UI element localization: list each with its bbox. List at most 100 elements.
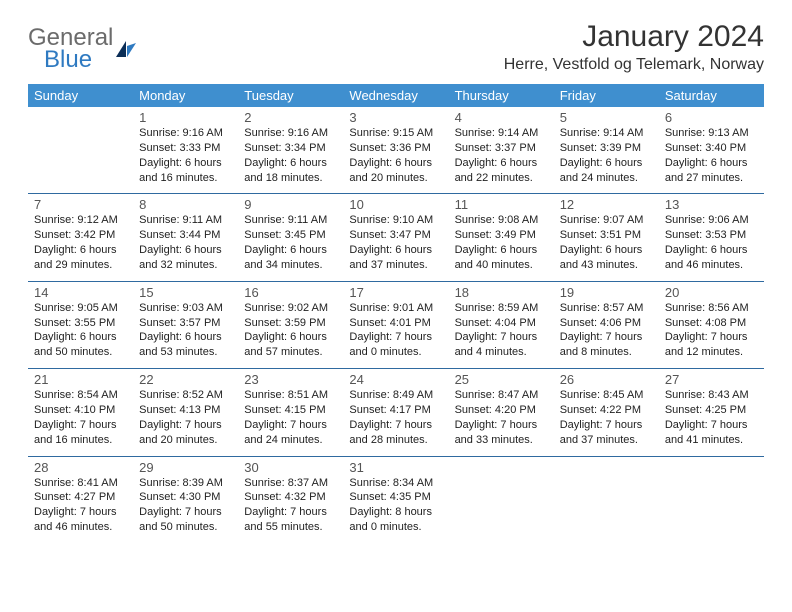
day-number: 25 [455, 372, 548, 387]
sunrise-line: Sunrise: 9:08 AM [455, 213, 548, 228]
daylight-line: Daylight: 7 hours and 50 minutes. [139, 505, 232, 535]
sunrise-line: Sunrise: 8:52 AM [139, 388, 232, 403]
calendar-cell [554, 456, 659, 543]
calendar-cell: 17Sunrise: 9:01 AMSunset: 4:01 PMDayligh… [343, 281, 448, 368]
calendar-cell: 9Sunrise: 9:11 AMSunset: 3:45 PMDaylight… [238, 194, 343, 281]
sunset-line: Sunset: 3:57 PM [139, 316, 232, 331]
day-number: 5 [560, 110, 653, 125]
day-number: 28 [34, 460, 127, 475]
daylight-line: Daylight: 8 hours and 0 minutes. [349, 505, 442, 535]
sunrise-line: Sunrise: 9:03 AM [139, 301, 232, 316]
daylight-line: Daylight: 7 hours and 20 minutes. [139, 418, 232, 448]
sunrise-line: Sunrise: 8:59 AM [455, 301, 548, 316]
calendar-week: 7Sunrise: 9:12 AMSunset: 3:42 PMDaylight… [28, 194, 764, 281]
col-wednesday: Wednesday [343, 84, 448, 107]
sunrise-line: Sunrise: 9:10 AM [349, 213, 442, 228]
daylight-line: Daylight: 6 hours and 46 minutes. [665, 243, 758, 273]
sunset-line: Sunset: 3:53 PM [665, 228, 758, 243]
calendar-cell: 31Sunrise: 8:34 AMSunset: 4:35 PMDayligh… [343, 456, 448, 543]
sunrise-line: Sunrise: 9:16 AM [244, 126, 337, 141]
sunrise-line: Sunrise: 9:16 AM [139, 126, 232, 141]
sunrise-line: Sunrise: 9:05 AM [34, 301, 127, 316]
sunrise-line: Sunrise: 9:13 AM [665, 126, 758, 141]
sunrise-line: Sunrise: 8:43 AM [665, 388, 758, 403]
col-monday: Monday [133, 84, 238, 107]
sunset-line: Sunset: 4:08 PM [665, 316, 758, 331]
sunrise-line: Sunrise: 9:07 AM [560, 213, 653, 228]
calendar-cell: 6Sunrise: 9:13 AMSunset: 3:40 PMDaylight… [659, 107, 764, 194]
header: General Blue January 2024 Herre, Vestfol… [28, 20, 764, 74]
calendar-cell: 26Sunrise: 8:45 AMSunset: 4:22 PMDayligh… [554, 369, 659, 456]
daylight-line: Daylight: 7 hours and 0 minutes. [349, 330, 442, 360]
col-sunday: Sunday [28, 84, 133, 107]
calendar-cell: 23Sunrise: 8:51 AMSunset: 4:15 PMDayligh… [238, 369, 343, 456]
day-number: 31 [349, 460, 442, 475]
day-number: 17 [349, 285, 442, 300]
calendar-table: Sunday Monday Tuesday Wednesday Thursday… [28, 84, 764, 543]
sunset-line: Sunset: 4:10 PM [34, 403, 127, 418]
sunset-line: Sunset: 3:42 PM [34, 228, 127, 243]
daylight-line: Daylight: 6 hours and 20 minutes. [349, 156, 442, 186]
daylight-line: Daylight: 7 hours and 55 minutes. [244, 505, 337, 535]
calendar-cell: 29Sunrise: 8:39 AMSunset: 4:30 PMDayligh… [133, 456, 238, 543]
sunset-line: Sunset: 3:40 PM [665, 141, 758, 156]
day-number: 3 [349, 110, 442, 125]
day-number: 13 [665, 197, 758, 212]
daylight-line: Daylight: 6 hours and 32 minutes. [139, 243, 232, 273]
sunrise-line: Sunrise: 9:01 AM [349, 301, 442, 316]
day-number: 12 [560, 197, 653, 212]
daylight-line: Daylight: 7 hours and 24 minutes. [244, 418, 337, 448]
brand-word2: Blue [44, 48, 113, 72]
daylight-line: Daylight: 6 hours and 24 minutes. [560, 156, 653, 186]
day-number: 7 [34, 197, 127, 212]
calendar-head: Sunday Monday Tuesday Wednesday Thursday… [28, 84, 764, 107]
sunrise-line: Sunrise: 8:49 AM [349, 388, 442, 403]
calendar-cell: 8Sunrise: 9:11 AMSunset: 3:44 PMDaylight… [133, 194, 238, 281]
brand-logo: General Blue [28, 26, 138, 72]
daylight-line: Daylight: 7 hours and 12 minutes. [665, 330, 758, 360]
sunrise-line: Sunrise: 9:02 AM [244, 301, 337, 316]
daylight-line: Daylight: 6 hours and 37 minutes. [349, 243, 442, 273]
sunrise-line: Sunrise: 8:56 AM [665, 301, 758, 316]
daylight-line: Daylight: 6 hours and 40 minutes. [455, 243, 548, 273]
calendar-week: 14Sunrise: 9:05 AMSunset: 3:55 PMDayligh… [28, 281, 764, 368]
daylight-line: Daylight: 7 hours and 33 minutes. [455, 418, 548, 448]
calendar-page: General Blue January 2024 Herre, Vestfol… [0, 0, 792, 563]
daylight-line: Daylight: 6 hours and 34 minutes. [244, 243, 337, 273]
daylight-line: Daylight: 7 hours and 41 minutes. [665, 418, 758, 448]
sunset-line: Sunset: 4:13 PM [139, 403, 232, 418]
col-friday: Friday [554, 84, 659, 107]
day-number: 11 [455, 197, 548, 212]
calendar-cell: 21Sunrise: 8:54 AMSunset: 4:10 PMDayligh… [28, 369, 133, 456]
daylight-line: Daylight: 6 hours and 18 minutes. [244, 156, 337, 186]
sunrise-line: Sunrise: 8:57 AM [560, 301, 653, 316]
sunset-line: Sunset: 4:01 PM [349, 316, 442, 331]
title-block: January 2024 Herre, Vestfold og Telemark… [504, 20, 764, 74]
calendar-cell: 2Sunrise: 9:16 AMSunset: 3:34 PMDaylight… [238, 107, 343, 194]
sunset-line: Sunset: 4:15 PM [244, 403, 337, 418]
sunrise-line: Sunrise: 9:11 AM [244, 213, 337, 228]
sunrise-line: Sunrise: 9:06 AM [665, 213, 758, 228]
col-thursday: Thursday [449, 84, 554, 107]
sunrise-line: Sunrise: 9:14 AM [455, 126, 548, 141]
calendar-cell [28, 107, 133, 194]
day-number: 16 [244, 285, 337, 300]
sunrise-line: Sunrise: 8:45 AM [560, 388, 653, 403]
day-number: 9 [244, 197, 337, 212]
day-number: 1 [139, 110, 232, 125]
day-number: 8 [139, 197, 232, 212]
day-number: 2 [244, 110, 337, 125]
calendar-cell: 1Sunrise: 9:16 AMSunset: 3:33 PMDaylight… [133, 107, 238, 194]
calendar-week: 1Sunrise: 9:16 AMSunset: 3:33 PMDaylight… [28, 107, 764, 194]
calendar-cell: 22Sunrise: 8:52 AMSunset: 4:13 PMDayligh… [133, 369, 238, 456]
sunrise-line: Sunrise: 8:41 AM [34, 476, 127, 491]
location-label: Herre, Vestfold og Telemark, Norway [504, 56, 764, 74]
daylight-line: Daylight: 7 hours and 37 minutes. [560, 418, 653, 448]
daylight-line: Daylight: 7 hours and 46 minutes. [34, 505, 127, 535]
sunset-line: Sunset: 3:47 PM [349, 228, 442, 243]
sunset-line: Sunset: 4:20 PM [455, 403, 548, 418]
day-number: 29 [139, 460, 232, 475]
calendar-week: 28Sunrise: 8:41 AMSunset: 4:27 PMDayligh… [28, 456, 764, 543]
sunset-line: Sunset: 4:25 PM [665, 403, 758, 418]
daylight-line: Daylight: 7 hours and 28 minutes. [349, 418, 442, 448]
